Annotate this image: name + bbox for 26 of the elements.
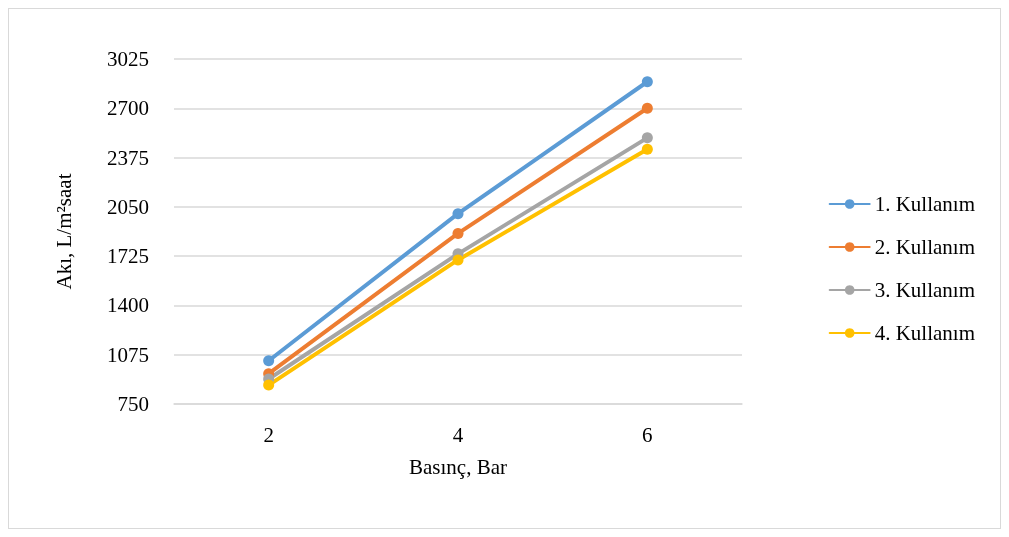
point — [452, 208, 464, 220]
x-tick-label: 2 — [263, 422, 274, 447]
point — [263, 379, 275, 391]
legend-label: 4. Kullanım — [874, 321, 975, 345]
y-tick-label: 2050 — [107, 194, 149, 219]
y-tick-label: 1725 — [107, 244, 149, 269]
y-tick-label: 1075 — [107, 342, 149, 367]
x-axis-title: Basınç, Bar — [409, 454, 507, 479]
legend-label: 2. Kullanım — [874, 235, 975, 259]
legend-label: 3. Kullanım — [874, 278, 975, 302]
point — [641, 76, 653, 88]
point — [263, 355, 275, 367]
y-tick-label: 1400 — [107, 293, 149, 318]
point — [641, 143, 653, 155]
point — [641, 102, 653, 114]
point — [641, 132, 653, 144]
point — [452, 227, 464, 239]
legend-label: 1. Kullanım — [874, 192, 975, 216]
point — [452, 254, 464, 266]
y-axis-title: Akı, L/m²saat — [51, 173, 76, 290]
x-tick-label: 6 — [642, 422, 653, 447]
y-tick-label: 3025 — [107, 47, 149, 71]
y-tick-label: 750 — [117, 392, 149, 416]
y-tick-label: 2375 — [107, 145, 149, 170]
y-tick-label: 2700 — [107, 96, 149, 121]
x-tick-label: 4 — [452, 422, 464, 447]
